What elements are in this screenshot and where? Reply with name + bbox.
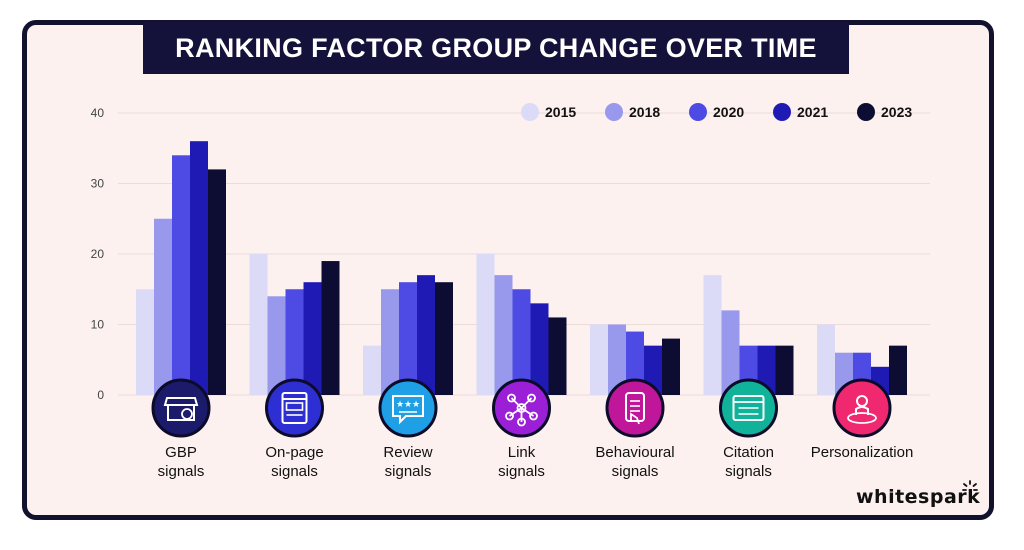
bar: [267, 296, 286, 395]
bar: [321, 261, 340, 395]
bar: [817, 324, 835, 395]
category-label: On-page: [265, 444, 323, 461]
bar: [530, 303, 549, 395]
category-label: Citation: [723, 444, 774, 461]
category-label: signals: [725, 463, 772, 480]
y-tick-label: 40: [91, 106, 105, 120]
icon-part: [505, 411, 514, 421]
icon-part: [285, 402, 304, 411]
category-icon-badge: [151, 378, 211, 438]
icon-part: [181, 408, 193, 420]
bar: [417, 275, 435, 395]
person-location-icon: [847, 395, 877, 424]
y-tick-label: 0: [97, 388, 104, 402]
y-tick-label: 30: [91, 177, 105, 191]
icon-part: [630, 412, 640, 425]
bar: [662, 338, 680, 395]
bar: [190, 141, 208, 395]
bar: [285, 289, 304, 395]
bar: [512, 289, 531, 395]
y-tick-label: 20: [91, 247, 105, 261]
icon-part: ★: [404, 400, 412, 410]
icon-part: [510, 397, 523, 409]
phone-tap-icon: [625, 392, 645, 425]
legend-label: 2023: [881, 104, 912, 120]
category-label: signals: [498, 463, 545, 480]
brand-logo-text: whitespark: [856, 486, 981, 508]
category-label: GBP: [165, 444, 197, 461]
icon-part: [509, 407, 522, 417]
bar: [136, 289, 154, 395]
icon-part: [521, 407, 534, 417]
legend-swatch: [605, 103, 623, 121]
bar: [172, 155, 190, 395]
bar: [435, 282, 453, 395]
legend-label: 2021: [797, 104, 828, 120]
legend-label: 2020: [713, 104, 744, 120]
category-icon-badge: [378, 378, 438, 438]
bar: [208, 169, 226, 395]
icon-part: [529, 411, 538, 421]
bar: [381, 289, 399, 395]
icon-part: [281, 392, 308, 424]
storefront-icon: [163, 397, 199, 421]
icon-part: [167, 405, 195, 421]
icon-part: [516, 403, 527, 413]
icon-part: [520, 397, 533, 409]
bar: [775, 345, 794, 395]
bar: [249, 254, 268, 395]
legend-swatch: [521, 103, 539, 121]
bar: [703, 275, 722, 395]
category-label: Behavioural: [595, 444, 674, 461]
bar: [548, 317, 567, 395]
category-label: signals: [385, 463, 432, 480]
network-link-icon: [505, 393, 538, 427]
icon-part: [855, 406, 869, 415]
legend-swatch: [857, 103, 875, 121]
legend-label: 2015: [545, 104, 576, 120]
icon-part: [507, 393, 516, 403]
bar: [889, 345, 907, 395]
icon-part: [517, 417, 526, 427]
webpage-icon: [281, 392, 308, 424]
bar: [399, 282, 417, 395]
category-label: signals: [271, 463, 318, 480]
category-label: Review: [383, 444, 432, 461]
icon-part: ★: [412, 400, 420, 410]
icon-part: [527, 393, 536, 403]
icon-part: [392, 395, 424, 425]
category-icon-badge: [265, 378, 324, 438]
chart-title: RANKING FACTOR GROUP CHANGE OVER TIME: [143, 22, 849, 74]
icon-part: ★: [396, 400, 404, 410]
y-tick-label: 10: [91, 318, 105, 332]
bar: [476, 254, 495, 395]
bar: [154, 218, 172, 395]
bar: [608, 324, 626, 395]
category-label: Link: [508, 444, 536, 461]
icon-part: [847, 412, 877, 424]
chart-title-text: RANKING FACTOR GROUP CHANGE OVER TIME: [175, 32, 817, 63]
bar: [303, 282, 322, 395]
category-label: signals: [612, 463, 659, 480]
legend-label: 2018: [629, 104, 660, 120]
icon-part: [732, 395, 765, 421]
citation-list-icon: [732, 395, 765, 421]
bar: [721, 310, 740, 395]
category-label: signals: [158, 463, 205, 480]
legend-swatch: [689, 103, 707, 121]
icon-part: [163, 397, 199, 406]
icon-part: [625, 392, 645, 422]
bar: [590, 324, 608, 395]
sparkle-icon: [962, 480, 978, 491]
review-stars-icon: ★ ★ ★: [392, 395, 424, 425]
category-label: Personalization: [811, 444, 914, 461]
bar: [494, 275, 513, 395]
category-icon-badge: [605, 378, 665, 438]
legend-swatch: [773, 103, 791, 121]
bar: [363, 345, 381, 395]
